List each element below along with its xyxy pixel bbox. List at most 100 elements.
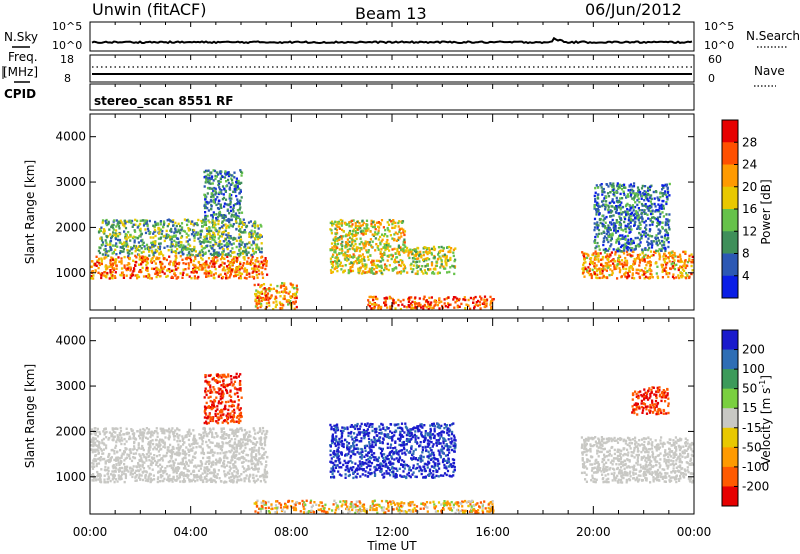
echo-cell <box>389 245 392 248</box>
echo-cell <box>643 199 646 202</box>
echo-cell <box>383 243 386 246</box>
echo-cell <box>465 303 468 306</box>
echo-cell <box>149 246 152 249</box>
echo-cell <box>241 438 244 441</box>
echo-cell <box>94 270 97 273</box>
echo-cell <box>231 225 234 228</box>
echo-cell <box>114 232 117 235</box>
echo-cell <box>454 301 457 304</box>
echo-cell <box>367 251 370 254</box>
echo-cell <box>196 473 199 477</box>
echo-cell <box>489 303 492 306</box>
echo-cell <box>236 273 239 277</box>
echo-cell <box>239 252 242 256</box>
echo-cell <box>206 466 209 469</box>
echo-cell <box>453 306 456 309</box>
echo-cell <box>430 251 433 255</box>
echo-cell <box>117 461 120 464</box>
echo-cell <box>216 442 219 445</box>
echo-cell <box>228 195 231 198</box>
echo-cell <box>203 223 206 227</box>
echo-cell <box>181 246 184 249</box>
echo-cell <box>442 246 445 250</box>
echo-cell <box>157 459 160 462</box>
echo-cell <box>105 235 109 239</box>
echo-cell <box>394 221 397 225</box>
echo-cell <box>239 235 242 239</box>
echo-cell <box>143 431 146 435</box>
echo-cell <box>629 254 632 257</box>
echo-cell <box>216 207 220 210</box>
echo-cell <box>335 266 338 270</box>
echo-cell <box>226 457 229 460</box>
echo-cell <box>237 253 240 257</box>
echo-cell <box>330 271 333 274</box>
echo-cell <box>136 237 139 240</box>
echo-cell <box>346 259 349 262</box>
echo-cell <box>363 227 366 230</box>
echo-cell <box>146 224 149 227</box>
echo-cell <box>250 454 253 457</box>
echo-cell <box>641 184 644 188</box>
echo-cell <box>225 274 228 277</box>
echo-cell <box>641 250 644 253</box>
echo-cell <box>174 258 177 261</box>
echo-cell <box>193 222 196 225</box>
echo-cell <box>681 265 684 269</box>
echo-cell <box>636 216 639 219</box>
echo-cell <box>204 216 207 219</box>
echo-cell <box>232 204 235 207</box>
echo-cell <box>395 267 398 270</box>
echo-cell <box>103 481 106 484</box>
echo-cell <box>594 258 597 261</box>
echo-cell <box>608 201 611 205</box>
echo-cell <box>644 235 647 238</box>
echo-cell <box>120 262 123 265</box>
echo-cell <box>236 469 239 472</box>
echo-cell <box>206 451 209 454</box>
echo-cell <box>477 299 480 303</box>
echo-cell <box>651 243 654 247</box>
echo-cell <box>221 175 224 179</box>
echo-cell <box>136 219 139 223</box>
echo-cell <box>201 440 204 443</box>
echo-cell <box>192 478 195 481</box>
echo-cell <box>253 468 256 471</box>
echo-cell <box>153 454 156 457</box>
echo-cell <box>453 259 456 263</box>
echo-cell <box>182 268 185 271</box>
echo-cell <box>212 460 215 463</box>
echo-cell <box>100 456 103 459</box>
echo-cell <box>383 268 386 272</box>
echo-cell <box>364 229 368 233</box>
echo-cell <box>219 240 222 243</box>
echo-cell <box>618 223 621 227</box>
echo-cell <box>257 248 260 251</box>
echo-cell <box>166 448 169 452</box>
echo-cell <box>681 268 684 271</box>
echo-cell <box>129 266 132 269</box>
echo-cell <box>156 435 159 438</box>
echo-cell <box>224 223 227 226</box>
echo-cell <box>666 190 670 194</box>
echo-cell <box>414 257 417 261</box>
echo-cell <box>267 298 270 302</box>
echo-cell <box>633 257 636 261</box>
echo-cell <box>150 258 153 261</box>
echo-cell <box>627 242 630 245</box>
echo-cell <box>597 210 600 213</box>
echo-cell <box>117 256 120 259</box>
echo-cell <box>154 272 157 275</box>
echo-cell <box>251 441 254 445</box>
echo-cell <box>122 273 125 277</box>
echo-cell <box>168 269 171 273</box>
echo-cell <box>143 470 146 473</box>
echo-cell <box>416 270 419 273</box>
echo-cell <box>111 257 114 260</box>
echo-cell <box>203 185 206 188</box>
echo-cell <box>173 231 176 234</box>
echo-cell <box>661 270 664 273</box>
echo-cell <box>228 173 231 176</box>
echo-cell <box>103 256 106 259</box>
